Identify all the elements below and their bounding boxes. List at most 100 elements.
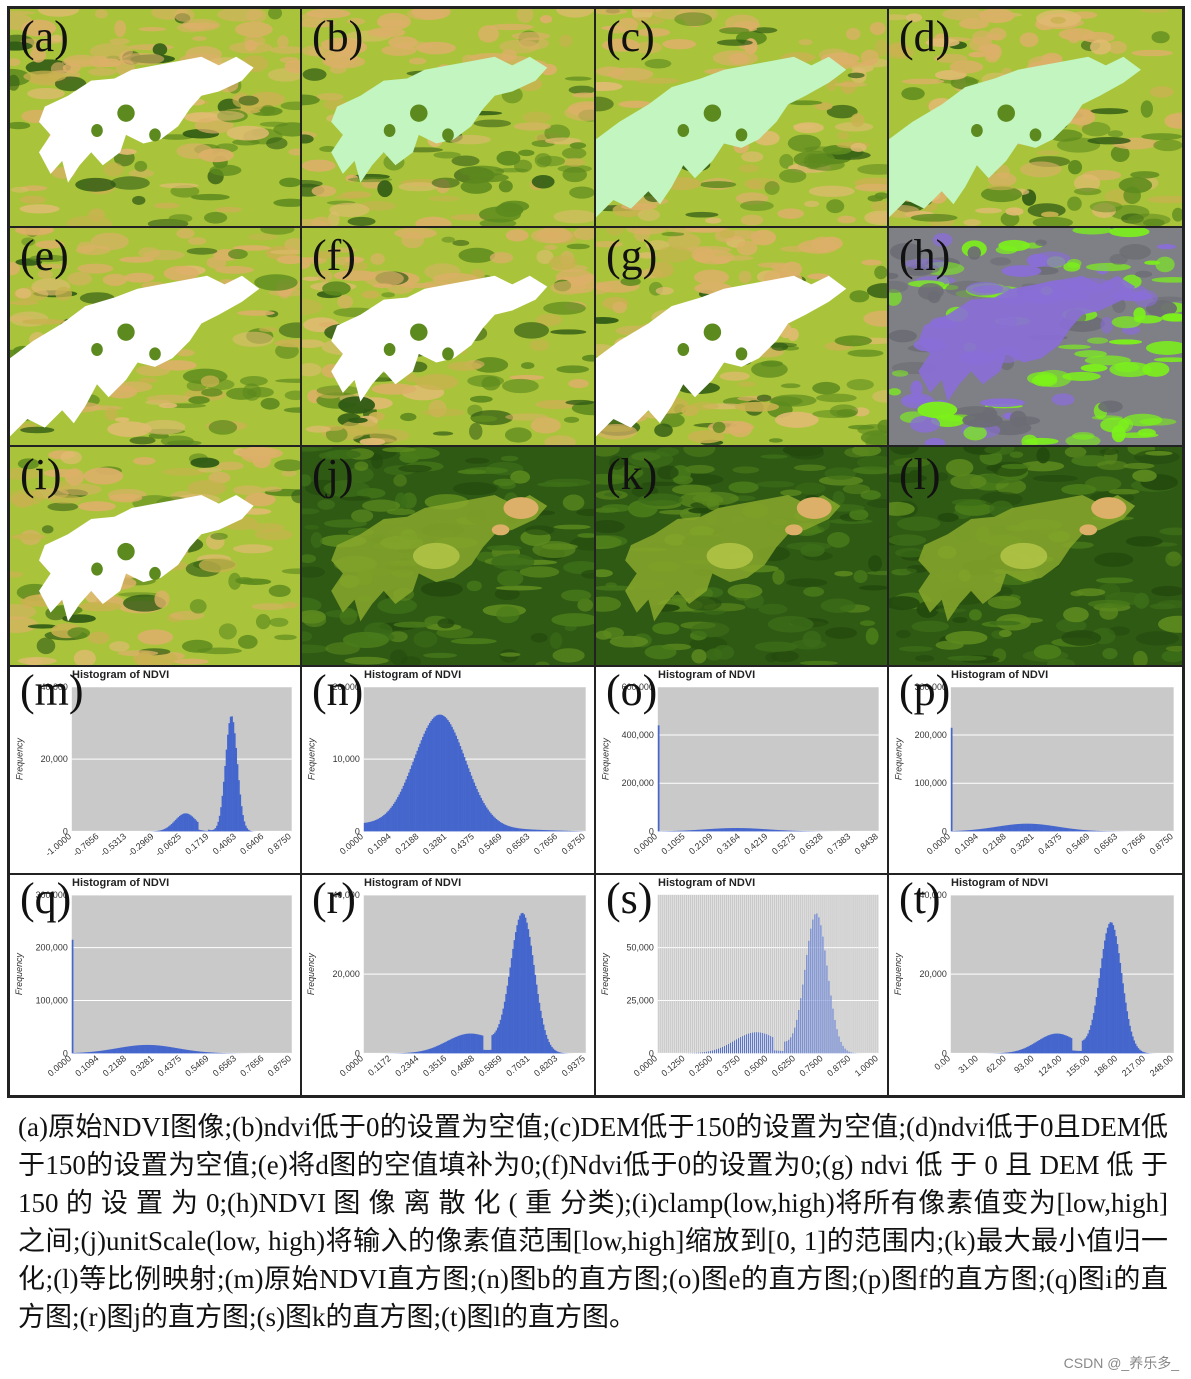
histogram-bar [508, 826, 510, 832]
histogram-bar [161, 829, 163, 832]
histogram-bar [758, 1032, 760, 1054]
histogram-bar [773, 829, 776, 832]
histogram-bar [1074, 1050, 1077, 1054]
histogram-bar [121, 1047, 123, 1054]
histogram-bar [546, 830, 549, 832]
histogram-bar [370, 821, 373, 832]
histogram-bar [415, 754, 417, 832]
histogram-bar [1062, 1034, 1064, 1054]
histogram-bar [1042, 824, 1045, 832]
histogram-bar [699, 829, 701, 832]
histogram-bar [1060, 1034, 1063, 1054]
histogram-bar [427, 725, 430, 832]
histogram-panel: 0 25,000 50,000 0.0000 0.1250 0.2500 0.3750 0.5… [595, 874, 888, 1096]
histogram-bar [388, 809, 391, 832]
histogram-bar [442, 1042, 445, 1054]
histogram-bar [528, 936, 531, 1054]
histogram-bar [764, 1033, 766, 1054]
histogram-bar [420, 1051, 423, 1054]
histogram-bar [1010, 1051, 1013, 1054]
histogram-bar [174, 1047, 177, 1054]
histogram-bar [416, 750, 419, 832]
histogram-bar [820, 925, 822, 1054]
histogram-bar [715, 828, 718, 832]
histogram-bar [743, 828, 746, 832]
ndvi-map-image [302, 228, 594, 445]
histogram-bar [1000, 825, 1003, 832]
map-panel: (i) [9, 446, 301, 666]
x-tick-label: 0.6563 [1092, 831, 1119, 856]
histogram-bar [1078, 829, 1081, 832]
histogram-bar [549, 830, 552, 832]
histogram-bar [502, 1008, 505, 1054]
histogram-bar [964, 830, 967, 832]
histogram-bar [77, 1052, 79, 1054]
histogram-bar [678, 830, 681, 832]
panel-label: (r) [312, 874, 356, 923]
histogram-bar [1023, 823, 1025, 832]
histogram-bar [183, 1049, 185, 1054]
histogram-bar [431, 1047, 434, 1054]
histogram-bar [1021, 1048, 1024, 1054]
histogram-bar [496, 820, 499, 832]
histogram-bar [459, 745, 462, 832]
histogram-bar [150, 1044, 152, 1054]
histogram-bar [791, 830, 794, 832]
histogram-bar [530, 945, 532, 1054]
histogram-bar [1081, 829, 1084, 832]
histogram-bar [198, 1051, 200, 1054]
histogram-bar [242, 815, 244, 832]
histogram-title: Histogram of NDVI [72, 877, 170, 889]
y-axis-label: Frequency [14, 738, 24, 781]
histogram-bar [714, 1049, 715, 1054]
histogram-bar [686, 830, 689, 832]
figure-caption: (a)原始NDVI图像;(b)ndvi低于0的设置为空值;(c)DEM低于150… [18, 1112, 1168, 1332]
histogram-bar [463, 1034, 466, 1054]
histogram-bar [548, 830, 550, 832]
histogram-bar [720, 1047, 721, 1054]
histogram-bar [696, 829, 699, 832]
histogram-bar [1137, 1048, 1140, 1054]
histogram-bar [1063, 1034, 1066, 1054]
histogram-bar [557, 830, 560, 832]
histogram-bar [1032, 823, 1035, 832]
histogram-bar [441, 1043, 444, 1054]
histogram-bar [246, 828, 248, 832]
x-tick-label: 0.00 [932, 1053, 952, 1072]
histogram-bar [159, 830, 162, 832]
histogram-bar [487, 809, 489, 832]
histogram-bar [1058, 826, 1060, 832]
histogram-bar [770, 1036, 772, 1054]
panel-label: (a) [20, 12, 69, 61]
histogram-bar [1002, 825, 1005, 832]
histogram-bar [1049, 825, 1052, 832]
histogram-bar [433, 1047, 435, 1054]
histogram-bar [490, 1049, 492, 1054]
histogram-bar [365, 822, 367, 832]
histogram-bar [453, 732, 456, 832]
panel-label: (i) [20, 450, 62, 499]
histogram-bar [1039, 1039, 1042, 1054]
histogram-bar [466, 1033, 469, 1054]
histogram-bar [544, 830, 546, 832]
histogram-bar [682, 830, 685, 832]
histogram-bar [971, 829, 974, 832]
histogram-bar [170, 1047, 173, 1054]
histogram-bar [151, 1045, 154, 1054]
histogram-bar [406, 776, 409, 832]
histogram-bar [559, 830, 562, 832]
histogram-bar [539, 829, 542, 832]
histogram-bar [709, 1051, 711, 1054]
histogram-bar [225, 749, 228, 832]
histogram-bar [140, 1045, 143, 1054]
histogram-bar [1021, 823, 1024, 832]
histogram-bar [719, 828, 722, 832]
histogram-bar [244, 825, 247, 832]
histogram-bar [998, 826, 1000, 832]
histogram-bar [484, 805, 487, 832]
histogram-bar [1037, 824, 1039, 832]
y-tick-label: 40,000 [41, 682, 68, 692]
histogram-bar [1056, 826, 1059, 832]
histogram-bar [1024, 823, 1027, 832]
y-tick-label: 0 [649, 1048, 654, 1058]
